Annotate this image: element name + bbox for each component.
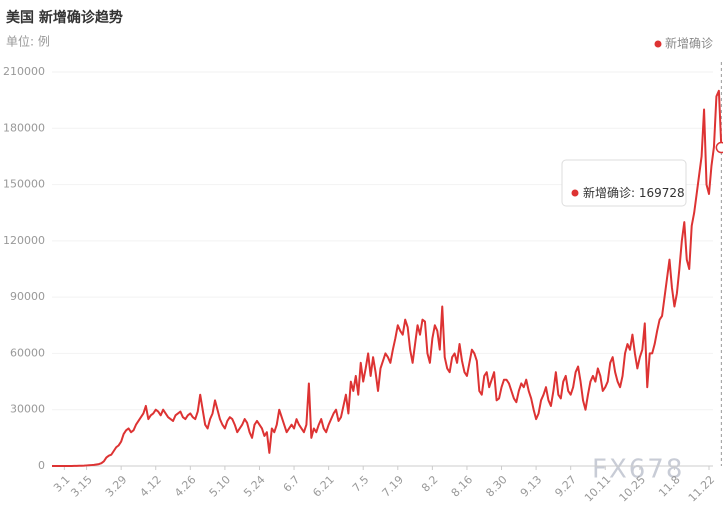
y-tick-label: 180000 [3,121,45,134]
x-tick-label: 9.13 [518,473,545,500]
y-tick-label: 210000 [3,65,45,78]
tooltip-value: 169728 [639,186,685,200]
hover-point [715,141,723,154]
x-tick-label: 5.10 [207,473,234,500]
x-tick-label: 7.5 [350,473,372,495]
x-tick-label: 5.24 [241,473,268,500]
x-tick-label: 4.26 [172,473,199,500]
series-line [52,89,723,467]
y-tick-label: 120000 [3,234,45,247]
tooltip-dot [571,189,579,197]
legend-marker [654,40,662,48]
y-tick-label: 60000 [10,346,45,359]
tooltip-sep: : [631,186,639,200]
unit-label: 单位: 例 [6,34,50,49]
x-tick-label: 8.2 [419,473,441,495]
y-tick-label: 0 [38,459,45,472]
x-tick-label: 8.30 [483,473,510,500]
legend-label: 新增确诊 [665,36,713,51]
x-tick-label: 8.16 [449,473,476,500]
watermark: FX678 [592,455,684,485]
tooltip-box [561,159,687,207]
x-tick-label: 7.19 [380,473,407,500]
tooltip-text: 新增确诊: 169728 [583,185,685,200]
x-tick-label: 3.29 [103,473,130,500]
x-tick-label: 4.12 [137,473,164,500]
y-tick-label: 90000 [10,290,45,303]
tooltip-series: 新增确诊 [583,185,631,200]
y-tick-label: 150000 [3,178,45,191]
chart-title: 美国 新增确诊趋势 [6,9,123,26]
x-tick-label: 9.27 [552,473,579,500]
x-tick-label: 6.7 [281,473,303,495]
y-tick-label: 30000 [10,403,45,416]
x-tick-label: 6.21 [310,473,337,500]
x-tick-label: 11.22 [686,473,717,504]
x-tick-label: 3.15 [68,473,95,500]
